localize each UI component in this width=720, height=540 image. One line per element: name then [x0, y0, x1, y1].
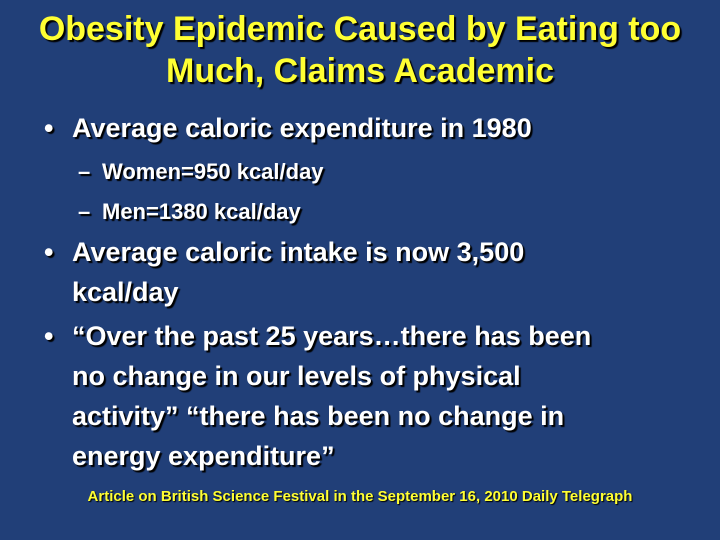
- sub-bullet: Women=950 kcal/day: [78, 152, 644, 192]
- bullet: Average caloric intake is now 3,500 kcal…: [44, 232, 617, 312]
- slide-title: Obesity Epidemic Caused by Eating too Mu…: [38, 10, 682, 90]
- sub-bullet: Men=1380 kcal/day: [78, 192, 644, 232]
- bullet-list: Average caloric expenditure in 1980 Wome…: [44, 108, 644, 480]
- footer: Article on British Science Festival in t…: [87, 488, 633, 505]
- bullet: Average caloric expenditure in 1980: [44, 108, 617, 148]
- bullet: “Over the past 25 years…there has been n…: [44, 316, 617, 476]
